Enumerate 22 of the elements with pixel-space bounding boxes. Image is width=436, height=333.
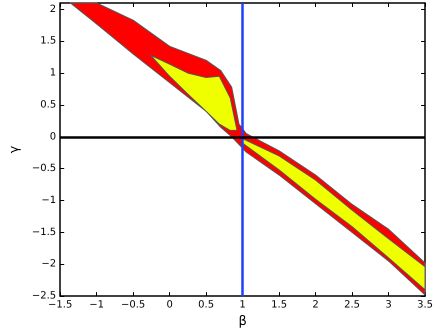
y-tick-label: −1.5 [32,226,56,238]
x-tick-label: 3 [385,300,392,311]
x-tick-label: 1 [239,300,246,311]
x-tick-label: 2 [312,300,319,311]
y-tick-label: 1 [50,68,56,79]
x-tick-label: 0 [166,300,173,311]
x-tick-label: −1 [89,300,104,311]
x-axis-title: β [238,314,247,329]
y-axis-title: γ [7,145,22,154]
y-tick-label: 0 [50,131,56,142]
y-tick-label: −2.5 [32,290,56,302]
x-tick-label: −0.5 [121,300,146,311]
y-tick-label: 1.5 [40,36,56,47]
x-tick-label: 0.5 [198,300,214,311]
y-tick-label: −1 [41,195,56,206]
y-tick-label: −0.5 [32,163,56,174]
x-tick-label: 2.5 [344,300,360,311]
y-tick-label: −2 [41,258,56,270]
x-tick-label: 3.5 [417,300,433,311]
y-tick-label: 2 [50,4,56,15]
y-tick-label: 0.5 [40,99,56,110]
x-tick-label: 1.5 [271,300,288,311]
